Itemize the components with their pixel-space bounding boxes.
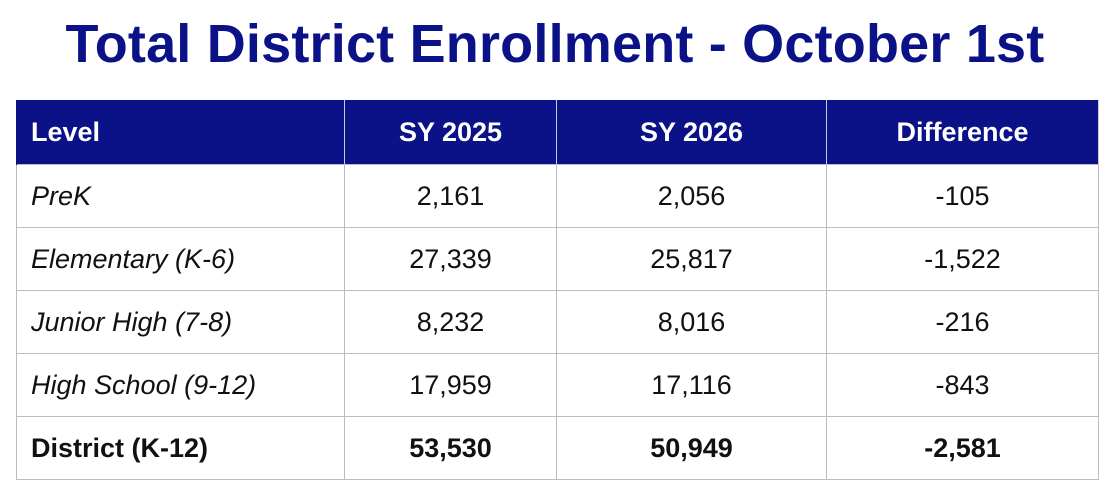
table-row: PreK 2,161 2,056 -105 — [16, 164, 1099, 228]
cell-sy2025: 2,161 — [344, 164, 557, 228]
table-row: Junior High (7-8) 8,232 8,016 -216 — [16, 290, 1099, 354]
cell-sy2025-total: 53,530 — [344, 416, 557, 480]
cell-difference-total: -2,581 — [826, 416, 1099, 480]
cell-sy2026-total: 50,949 — [556, 416, 827, 480]
cell-level: High School (9-12) — [16, 353, 345, 417]
cell-difference: -1,522 — [826, 227, 1099, 291]
cell-level: PreK — [16, 164, 345, 228]
cell-difference: -105 — [826, 164, 1099, 228]
table-row: High School (9-12) 17,959 17,116 -843 — [16, 353, 1099, 417]
column-header-sy2025: SY 2025 — [344, 100, 557, 165]
cell-level: Elementary (K-6) — [16, 227, 345, 291]
cell-sy2026: 8,016 — [556, 290, 827, 354]
cell-sy2025: 17,959 — [344, 353, 557, 417]
enrollment-table: Level SY 2025 SY 2026 Difference PreK 2,… — [16, 100, 1099, 480]
column-header-level: Level — [16, 100, 345, 165]
cell-difference: -216 — [826, 290, 1099, 354]
cell-difference: -843 — [826, 353, 1099, 417]
cell-sy2025: 8,232 — [344, 290, 557, 354]
page-title: Total District Enrollment - October 1st — [65, 14, 1045, 74]
table-total-row: District (K-12) 53,530 50,949 -2,581 — [16, 416, 1099, 480]
cell-level-total: District (K-12) — [16, 416, 345, 480]
table-row: Elementary (K-6) 27,339 25,817 -1,522 — [16, 227, 1099, 291]
cell-level: Junior High (7-8) — [16, 290, 345, 354]
column-header-sy2026: SY 2026 — [556, 100, 827, 165]
table-header-row: Level SY 2025 SY 2026 Difference — [16, 100, 1099, 165]
cell-sy2026: 2,056 — [556, 164, 827, 228]
cell-sy2026: 17,116 — [556, 353, 827, 417]
column-header-difference: Difference — [826, 100, 1099, 165]
cell-sy2026: 25,817 — [556, 227, 827, 291]
cell-sy2025: 27,339 — [344, 227, 557, 291]
